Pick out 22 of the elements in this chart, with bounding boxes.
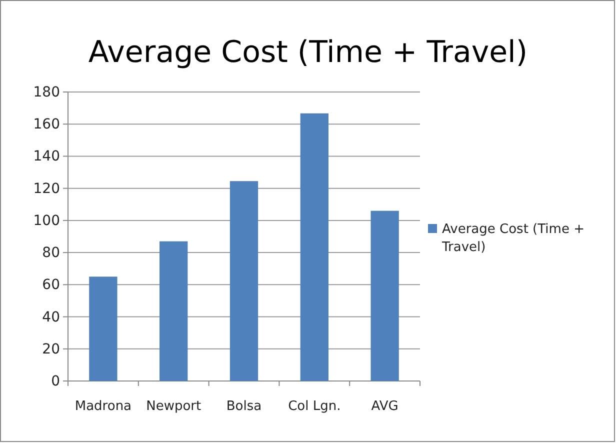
bar [89, 276, 118, 381]
y-tick-label: 40 [42, 309, 60, 326]
bar [160, 241, 188, 381]
y-tick-label: 20 [42, 341, 60, 358]
bar [300, 113, 328, 381]
y-tick-label: 0 [51, 373, 60, 390]
legend-label: Average Cost (Time + Travel) [441, 222, 584, 255]
y-tick-label: 100 [33, 212, 60, 229]
x-tick-label: Col Lgn. [288, 399, 341, 414]
x-tick-label: Madrona [74, 399, 132, 414]
y-tick-label: 160 [33, 116, 60, 133]
y-tick-label: 80 [42, 245, 60, 262]
bar [230, 181, 258, 381]
y-tick-label: 120 [33, 180, 60, 197]
y-tick-label: 60 [42, 277, 60, 294]
x-tick-label: Newport [146, 399, 202, 414]
x-tick-label: AVG [371, 399, 398, 414]
chart-title: Average Cost (Time + Travel) [88, 35, 528, 70]
y-tick-label: 180 [33, 84, 60, 100]
x-tick-label: Bolsa [226, 399, 262, 414]
bar [370, 210, 399, 381]
y-tick-label: 140 [33, 148, 60, 165]
